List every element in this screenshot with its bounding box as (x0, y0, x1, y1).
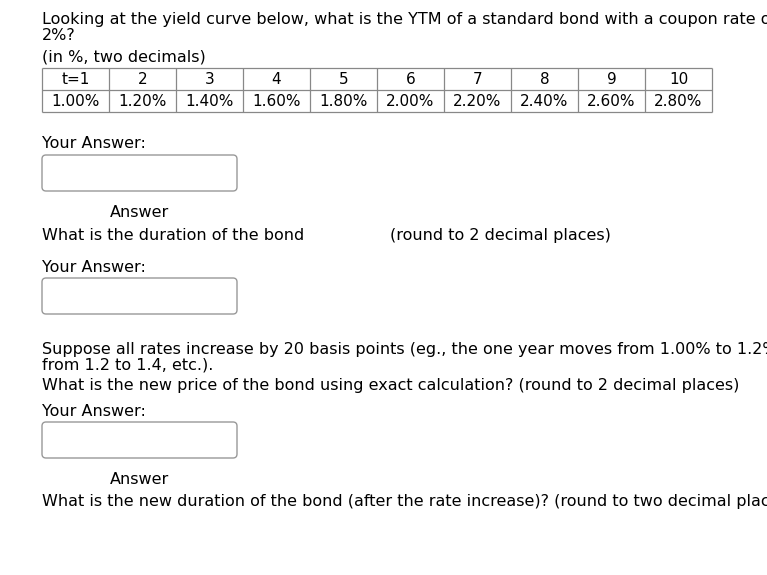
FancyBboxPatch shape (42, 278, 237, 314)
Text: 2.60%: 2.60% (588, 94, 636, 109)
Text: 2.20%: 2.20% (453, 94, 502, 109)
Text: What is the duration of the bond: What is the duration of the bond (42, 228, 304, 243)
Text: Your Answer:: Your Answer: (42, 136, 146, 151)
Text: 2%?: 2%? (42, 28, 76, 43)
Text: Your Answer:: Your Answer: (42, 260, 146, 275)
Text: 8: 8 (540, 71, 549, 86)
Text: 1.60%: 1.60% (252, 94, 301, 109)
FancyBboxPatch shape (42, 155, 237, 191)
Text: 1.40%: 1.40% (186, 94, 234, 109)
Text: 3: 3 (205, 71, 214, 86)
Text: 1.00%: 1.00% (51, 94, 100, 109)
Text: Answer: Answer (110, 205, 170, 220)
Text: 2.40%: 2.40% (520, 94, 568, 109)
Text: 5: 5 (339, 71, 348, 86)
Text: 2.80%: 2.80% (654, 94, 703, 109)
Text: Suppose all rates increase by 20 basis points (eg., the one year moves from 1.00: Suppose all rates increase by 20 basis p… (42, 342, 767, 357)
Text: 10: 10 (669, 71, 688, 86)
Text: (in %, two decimals): (in %, two decimals) (42, 50, 206, 65)
Text: Your Answer:: Your Answer: (42, 404, 146, 419)
Text: 4: 4 (272, 71, 281, 86)
Text: What is the new duration of the bond (after the rate increase)? (round to two de: What is the new duration of the bond (af… (42, 494, 767, 509)
Text: 7: 7 (472, 71, 482, 86)
Text: 2.00%: 2.00% (387, 94, 435, 109)
Text: Answer: Answer (110, 472, 170, 487)
Text: (round to 2 decimal places): (round to 2 decimal places) (390, 228, 611, 243)
Text: 1.80%: 1.80% (319, 94, 367, 109)
Text: t=1: t=1 (61, 71, 90, 86)
Text: 9: 9 (607, 71, 617, 86)
FancyBboxPatch shape (42, 422, 237, 458)
Text: 1.20%: 1.20% (118, 94, 166, 109)
Text: 2: 2 (138, 71, 147, 86)
Text: 6: 6 (406, 71, 416, 86)
Text: What is the new price of the bond using exact calculation? (round to 2 decimal p: What is the new price of the bond using … (42, 378, 739, 393)
Text: from 1.2 to 1.4, etc.).: from 1.2 to 1.4, etc.). (42, 358, 213, 373)
Text: Looking at the yield curve below, what is the YTM of a standard bond with a coup: Looking at the yield curve below, what i… (42, 12, 767, 27)
